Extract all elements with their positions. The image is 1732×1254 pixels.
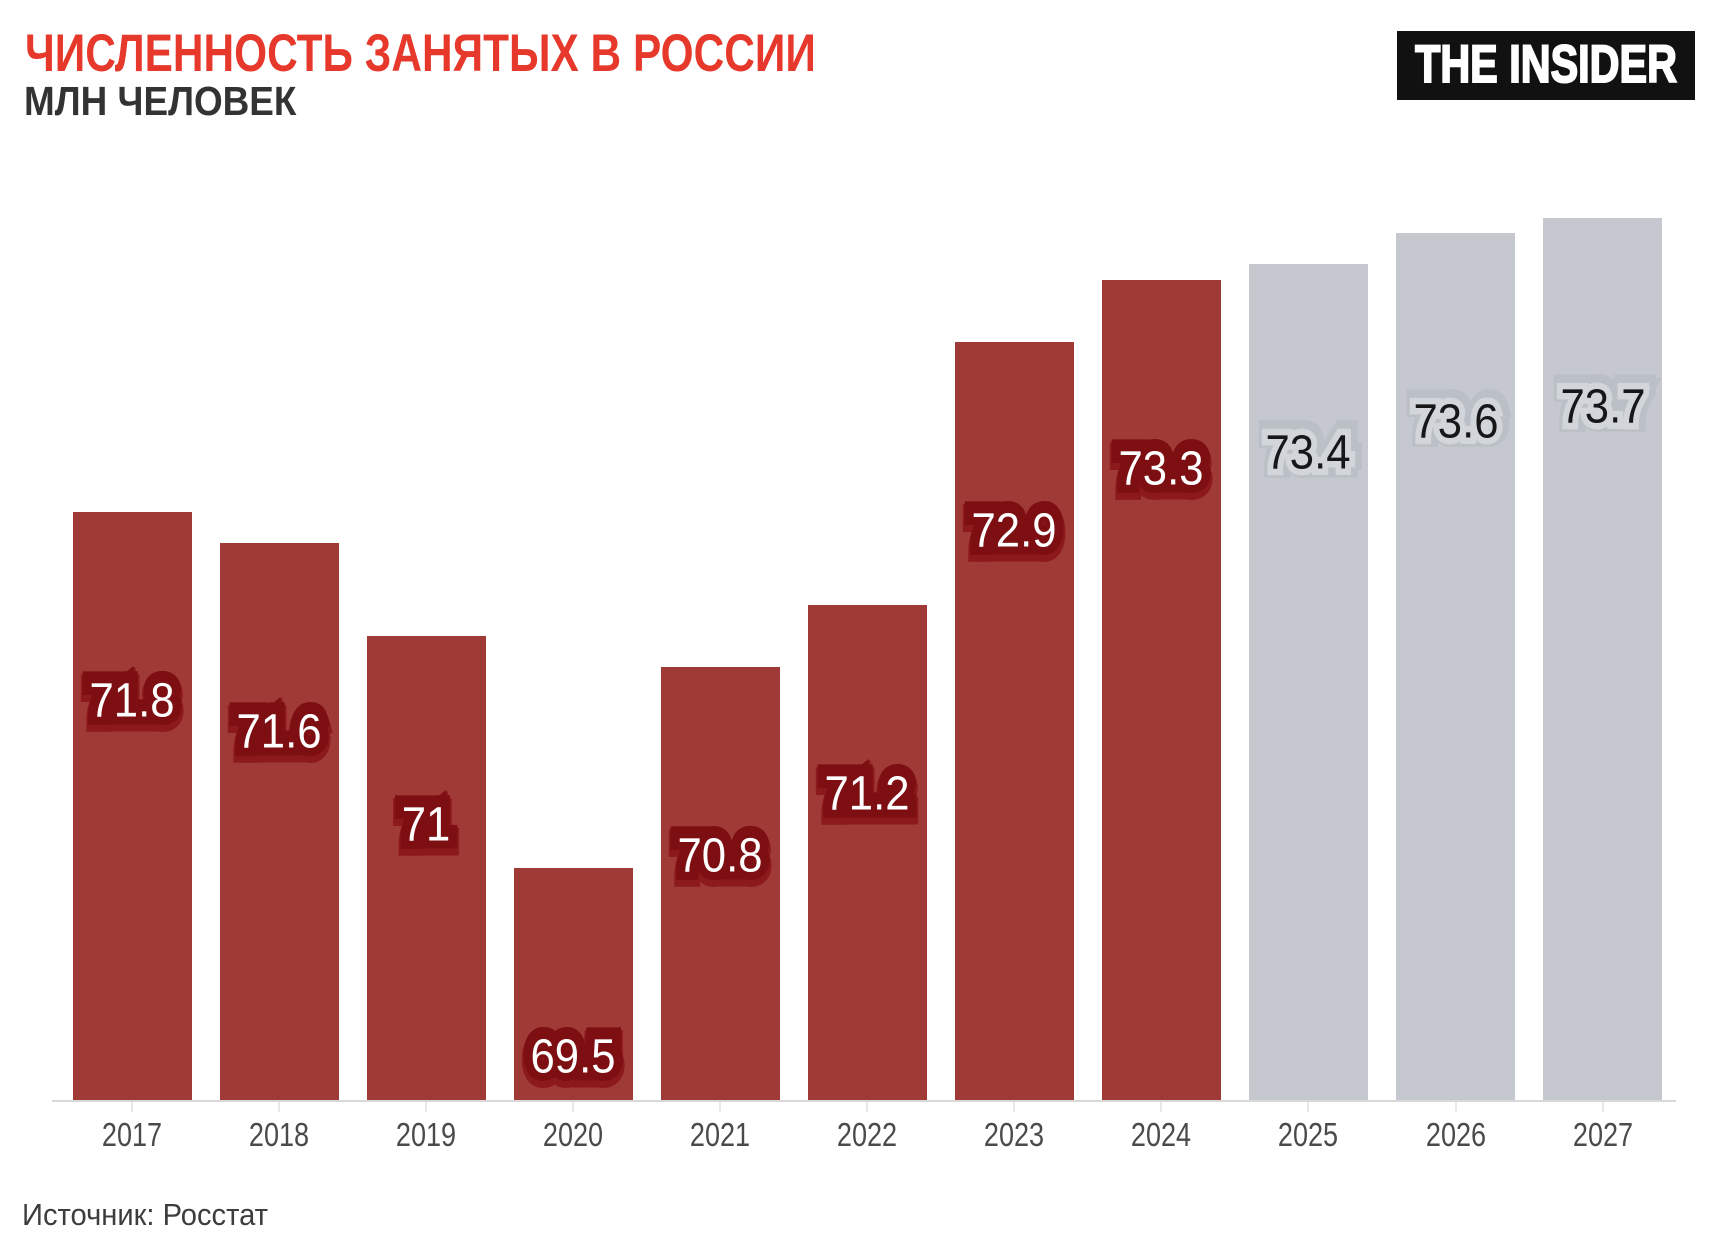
svg-text:73.3: 73.3 — [1119, 440, 1204, 494]
svg-text:70.8: 70.8 — [678, 827, 763, 881]
svg-text:69.5: 69.5 — [531, 1026, 616, 1080]
svg-text:73.6: 73.6 — [1415, 391, 1500, 445]
svg-text:71.2: 71.2 — [825, 763, 910, 817]
svg-text:73.7: 73.7 — [1560, 378, 1645, 432]
svg-text:73.7: 73.7 — [1562, 375, 1647, 429]
svg-text:73.4: 73.4 — [1268, 422, 1353, 476]
svg-text:71.8: 71.8 — [90, 672, 175, 726]
svg-text:71.2: 71.2 — [825, 768, 910, 822]
svg-text:71.2: 71.2 — [825, 765, 910, 819]
svg-text:71.6: 71.6 — [237, 701, 322, 755]
svg-text:71: 71 — [402, 799, 451, 853]
svg-text:73.3: 73.3 — [1119, 438, 1204, 492]
svg-text:73.4: 73.4 — [1266, 425, 1351, 479]
svg-text:71.6: 71.6 — [237, 706, 322, 760]
svg-text:71: 71 — [402, 796, 451, 850]
svg-text:70.8: 70.8 — [678, 830, 763, 884]
svg-text:73.6: 73.6 — [1413, 394, 1498, 448]
svg-text:72.9: 72.9 — [972, 500, 1057, 554]
svg-text:73.4: 73.4 — [1266, 425, 1351, 479]
svg-text:69.5: 69.5 — [531, 1031, 616, 1085]
svg-text:70.8: 70.8 — [678, 825, 763, 879]
svg-text:72.9: 72.9 — [972, 505, 1057, 559]
svg-text:73.7: 73.7 — [1560, 378, 1645, 432]
svg-text:71: 71 — [402, 794, 451, 848]
svg-text:71.8: 71.8 — [90, 675, 175, 729]
svg-text:73.6: 73.6 — [1413, 394, 1498, 448]
svg-text:73.3: 73.3 — [1119, 443, 1204, 497]
svg-text:69.5: 69.5 — [531, 1028, 616, 1082]
svg-text:71.6: 71.6 — [237, 703, 322, 757]
svg-text:71.8: 71.8 — [90, 670, 175, 724]
svg-text:72.9: 72.9 — [972, 502, 1057, 556]
